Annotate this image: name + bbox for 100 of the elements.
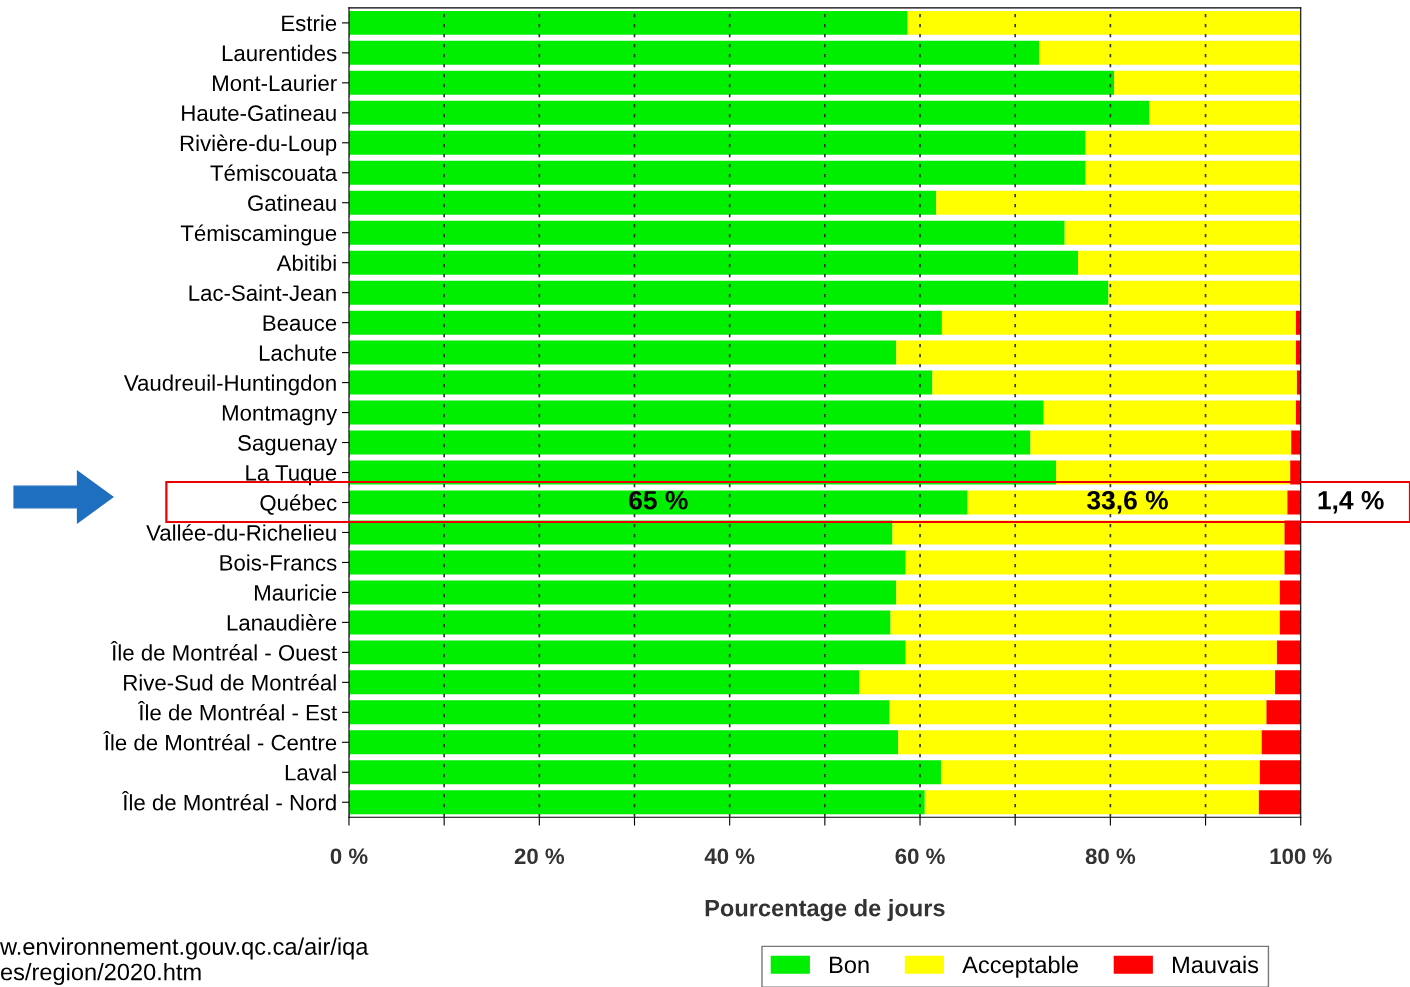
y-tick-label: Lac-Saint-Jean <box>189 284 336 301</box>
bar <box>348 610 891 635</box>
y-tick-label: Lachute <box>259 344 337 361</box>
y-tick-label: Rivière-du-Loup <box>180 134 337 156</box>
x-tick-label: 100 % <box>1270 848 1332 865</box>
bar <box>892 520 1285 545</box>
y-tick-label: La Tuque <box>246 465 337 486</box>
y-tick-label: Lanaudière <box>227 614 337 631</box>
x-axis-title: Pourcentage de jours <box>705 899 945 922</box>
bar <box>348 370 933 395</box>
bar <box>348 580 897 605</box>
bar <box>1258 790 1301 815</box>
bar <box>348 130 1086 155</box>
y-tick-label: Beauce <box>263 315 337 331</box>
x-tick-label: 0 % <box>330 848 368 865</box>
bar <box>1108 280 1301 305</box>
y-tick-label: Île de Montréal - Est <box>137 700 338 721</box>
bar <box>1279 580 1301 605</box>
bar <box>1287 490 1301 515</box>
bar <box>1064 220 1301 245</box>
bar <box>941 310 1296 335</box>
bar <box>348 640 906 665</box>
bar <box>1266 700 1301 725</box>
bar <box>924 790 1259 815</box>
legend-label: Bon <box>830 956 869 974</box>
bar <box>348 70 1115 95</box>
bar <box>1030 430 1292 455</box>
bar <box>348 160 1086 185</box>
bar <box>348 790 925 815</box>
bar <box>889 700 1267 725</box>
data-label: 33,6 % <box>1087 490 1168 514</box>
bar <box>1085 160 1301 185</box>
bar <box>348 490 968 515</box>
bar <box>896 340 1296 365</box>
bar <box>348 280 1109 305</box>
bar <box>1149 100 1301 125</box>
y-tick-label: Île de Montréal - Ouest <box>110 641 338 661</box>
y-tick-label: Saguenay <box>238 435 338 456</box>
bar <box>1261 730 1301 755</box>
x-tick-label: 40 % <box>704 848 755 865</box>
bar <box>896 580 1280 605</box>
x-tick-label: 80 % <box>1085 848 1136 865</box>
bar <box>1078 250 1301 275</box>
bar <box>898 730 1262 755</box>
x-tick-label: 20 % <box>514 848 565 865</box>
y-tick-label: Île de Montréal - Nord <box>121 790 336 811</box>
y-tick-label: Laval <box>285 764 336 781</box>
data-label: 65 % <box>629 490 688 510</box>
bar <box>1043 400 1296 425</box>
bar <box>1279 610 1301 635</box>
y-tick-label: Témiscouata <box>210 164 338 182</box>
y-tick-label: Laurentides <box>222 44 337 62</box>
y-tick-label: Gatineau <box>248 194 336 212</box>
bar <box>932 370 1297 395</box>
bar <box>940 760 1260 785</box>
y-tick-label: Québec <box>260 494 337 515</box>
y-tick-label: Estrie <box>282 14 337 32</box>
bar <box>1291 430 1301 455</box>
bar <box>905 640 1277 665</box>
bar <box>1284 550 1301 575</box>
bar <box>348 400 1044 425</box>
y-tick-label: Île de Montréal - Centre <box>103 730 337 751</box>
bar <box>348 100 1150 125</box>
bar <box>1276 640 1301 665</box>
text: w.environnement.gouv.qc.ca/air/iqa es/region/2020.htm <box>0 937 369 986</box>
bar <box>936 190 1301 215</box>
y-tick-label: Mauricie <box>255 584 337 601</box>
bar <box>859 670 1276 695</box>
data-label: 1,4 % <box>1318 490 1384 514</box>
y-tick-label: Mont-Laurier <box>213 74 337 92</box>
legend-label: Mauvais <box>1173 955 1259 974</box>
y-tick-label: Bois-Francs <box>220 554 337 571</box>
bar <box>348 550 906 575</box>
bar <box>1038 40 1301 65</box>
bar <box>348 10 908 35</box>
bar <box>348 730 899 755</box>
bar <box>890 610 1280 635</box>
bar <box>1114 70 1301 95</box>
bar <box>1275 670 1301 695</box>
bar <box>348 340 897 365</box>
bar <box>907 10 1301 35</box>
y-tick-label: Vallée-du-Richelieu <box>146 524 336 541</box>
x-tick-label: 60 % <box>895 848 945 865</box>
bar <box>348 670 860 695</box>
bar <box>905 550 1285 575</box>
y-tick-label: Vaudreuil-Huntingdon <box>123 374 336 396</box>
bar <box>348 40 1039 65</box>
bar <box>348 310 942 335</box>
bar <box>348 460 1057 485</box>
bar <box>348 220 1065 245</box>
bar <box>348 250 1079 275</box>
bar <box>348 760 941 785</box>
y-tick-label: Abitibi <box>276 254 336 271</box>
y-tick-label: Rive-Sud de Montréal <box>124 674 336 691</box>
bar <box>348 190 937 215</box>
bar <box>1085 130 1301 155</box>
y-tick-label: Haute-Gatineau <box>182 104 336 122</box>
legend-label: Acceptable <box>962 955 1078 978</box>
bar <box>1056 460 1291 485</box>
y-tick-label: Montmagny <box>222 405 338 426</box>
